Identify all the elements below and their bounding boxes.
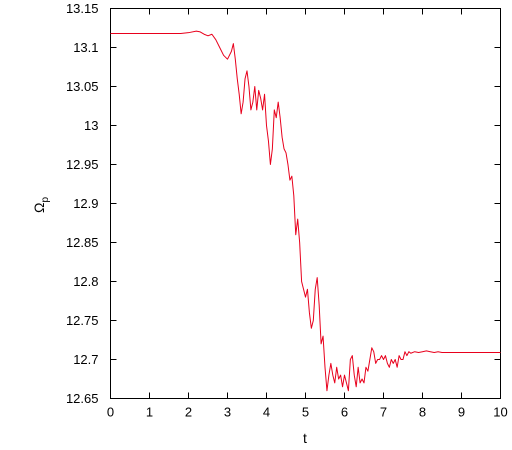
y-tick-label: 12.8 [73,274,98,289]
y-tick-label: 13.05 [66,79,99,94]
x-tick-label: 2 [185,405,192,420]
x-tick-label: 5 [302,405,309,420]
x-tick-label: 10 [493,405,507,420]
y-axis-label-main: Ω [31,203,47,213]
y-tick-labels: 12.65 12.7 12.75 12.8 12.85 12.9 12.95 13 13.05 1… [66,1,99,406]
y-tick-label: 13 [84,118,98,133]
y-tick-label: 13.1 [73,40,98,55]
x-tick-labels: 0 1 2 3 4 5 6 7 8 9 10 [107,405,508,420]
x-tick-label: 7 [380,405,387,420]
x-tick-label: 9 [458,405,465,420]
y-tick-label: 12.65 [66,391,99,406]
x-tick-label: 4 [263,405,270,420]
y-tick-label: 12.85 [66,235,99,250]
y-axis-label: Ωp [31,197,51,213]
y-tick-label: 12.7 [73,352,98,367]
axis-ticks [110,8,501,399]
y-tick-label: 13.15 [66,1,99,16]
x-tick-label: 8 [419,405,426,420]
plot-frame [110,8,501,399]
x-tick-label: 1 [146,405,153,420]
x-axis-label: t [303,430,307,446]
x-tick-label: 3 [224,405,231,420]
y-tick-label: 12.9 [73,196,98,211]
y-axis-label-subscript: p [40,197,51,203]
x-tick-label: 6 [341,405,348,420]
x-tick-label: 0 [107,405,114,420]
y-tick-label: 12.95 [66,157,99,172]
series-group [110,30,501,392]
y-tick-label: 12.75 [66,313,99,328]
series-line-1 [110,30,501,392]
